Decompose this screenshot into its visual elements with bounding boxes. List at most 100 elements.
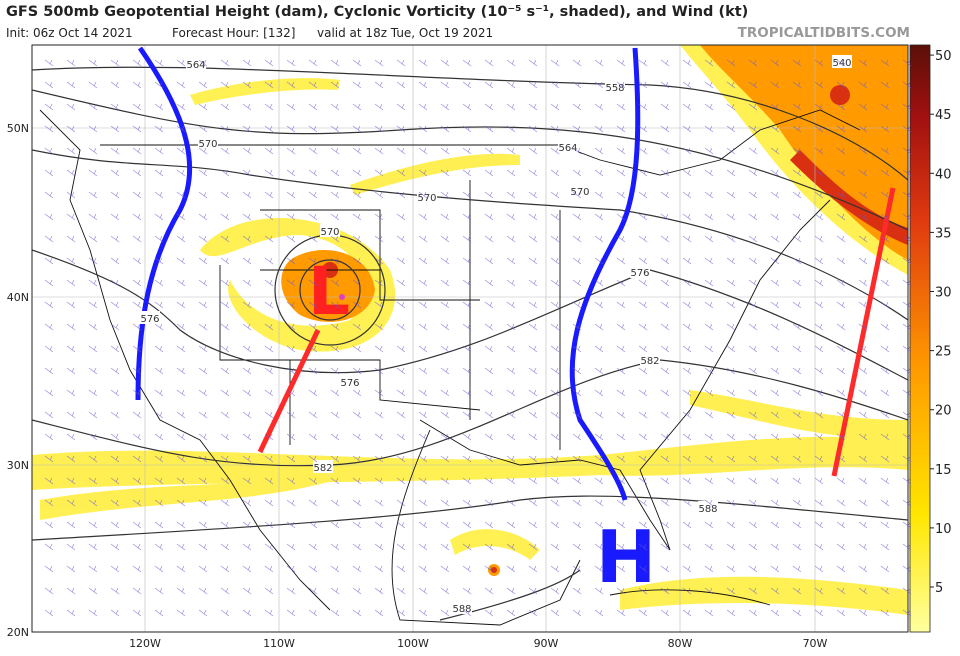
wind-barb [44, 389, 54, 397]
wind-barb [616, 81, 626, 89]
wind-barb [110, 257, 120, 265]
wind-barb [396, 367, 406, 375]
wind-barb [374, 345, 384, 353]
wind-barb [770, 477, 780, 485]
wind-barb [770, 521, 780, 529]
wind-barb [704, 235, 714, 243]
colorbar-label: 10 [935, 522, 952, 537]
wind-barb [132, 257, 142, 265]
wind-barb [132, 147, 142, 155]
wind-barb [176, 147, 186, 155]
wind-barb [418, 367, 428, 375]
wind-barb [726, 543, 736, 551]
wind-barb [858, 125, 868, 133]
wind-barb [396, 147, 406, 155]
wind-barb [506, 125, 516, 133]
wind-barb [550, 367, 560, 375]
wind-barb [352, 301, 362, 309]
wind-barb [308, 521, 318, 529]
wind-barb [638, 477, 648, 485]
wind-barb [704, 191, 714, 199]
wind-barb [242, 587, 252, 595]
wind-barb [44, 433, 54, 441]
wind-barb [550, 213, 560, 221]
wind-barb [198, 499, 208, 507]
trough-axis [257, 328, 321, 454]
wind-barb [704, 389, 714, 397]
wind-barb [726, 499, 736, 507]
wind-barb [176, 323, 186, 331]
wind-barb [198, 565, 208, 573]
wind-barb [44, 191, 54, 199]
wind-barb [264, 587, 274, 595]
wind-barb [176, 191, 186, 199]
wind-barb [374, 257, 384, 265]
wind-barb [836, 587, 846, 595]
wind-barb [484, 301, 494, 309]
wind-barb [154, 191, 164, 199]
wind-barb [440, 389, 450, 397]
wind-barb [572, 345, 582, 353]
wind-barb [242, 477, 252, 485]
wind-barb [484, 257, 494, 265]
wind-barb [484, 125, 494, 133]
wind-barb [198, 169, 208, 177]
wind-barb [770, 345, 780, 353]
wind-barb [880, 213, 890, 221]
wind-barb [748, 169, 758, 177]
wind-barb [484, 587, 494, 595]
wind-barb [198, 521, 208, 529]
wind-barb [506, 103, 516, 111]
wind-barb [880, 411, 890, 419]
wind-barb [176, 213, 186, 221]
wind-barb [396, 455, 406, 463]
wind-barb [198, 191, 208, 199]
lon-label: 110W [263, 637, 295, 650]
wind-barb [748, 477, 758, 485]
wind-barb [264, 323, 274, 331]
wind-barb [682, 455, 692, 463]
wind-barb [682, 345, 692, 353]
wind-barb [528, 609, 538, 617]
wind-barb [528, 59, 538, 67]
wind-barb [176, 59, 186, 67]
wind-barb [880, 235, 890, 243]
wind-barb [528, 455, 538, 463]
wind-barb [748, 587, 758, 595]
wind-barb [198, 279, 208, 287]
wind-barb [726, 169, 736, 177]
wind-barb [66, 587, 76, 595]
height-contours [32, 66, 908, 621]
wind-barb [748, 213, 758, 221]
contour-label-bg [313, 460, 333, 473]
wind-barb [682, 213, 692, 221]
wind-barb [484, 609, 494, 617]
wind-barb [154, 587, 164, 595]
wind-barb [440, 147, 450, 155]
wind-barb [286, 455, 296, 463]
wind-barb [418, 499, 428, 507]
wind-barb [660, 191, 670, 199]
contour-label: 558 [605, 83, 624, 94]
wind-barb [748, 103, 758, 111]
wind-barb [484, 279, 494, 287]
wind-barb [286, 367, 296, 375]
wind-barb [770, 587, 780, 595]
wind-barb [704, 147, 714, 155]
wind-barb [880, 587, 890, 595]
wind-barb [440, 59, 450, 67]
wind-barb [638, 565, 648, 573]
wind-barb [726, 279, 736, 287]
wind-barb [132, 125, 142, 133]
wind-barb [242, 543, 252, 551]
wind-barb [440, 81, 450, 89]
wind-barb [44, 477, 54, 485]
wind-barb [264, 455, 274, 463]
wind-barb [154, 543, 164, 551]
wind-barb [682, 477, 692, 485]
wind-barb [880, 147, 890, 155]
wind-barb [704, 169, 714, 177]
contour-label: 576 [140, 314, 159, 325]
wind-barb [418, 191, 428, 199]
wind-barb [220, 103, 230, 111]
